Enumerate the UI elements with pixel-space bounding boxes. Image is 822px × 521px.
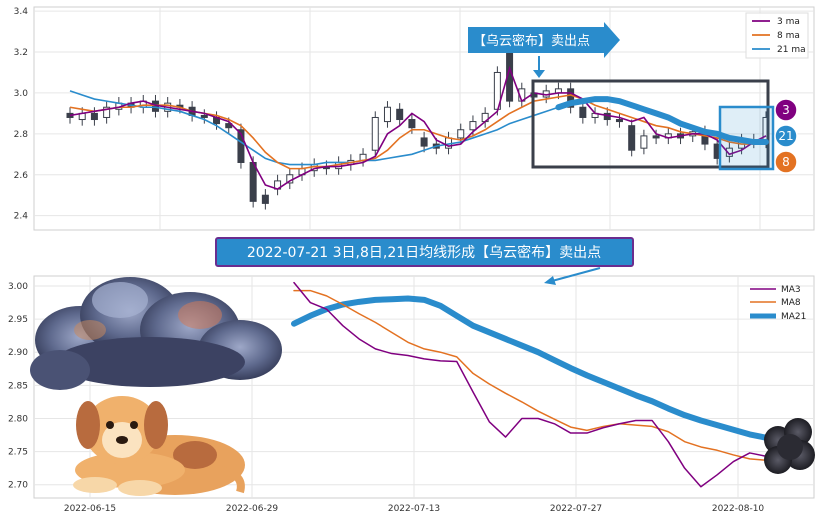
candle-up bbox=[640, 135, 648, 149]
candle-down bbox=[615, 119, 623, 123]
candle-up bbox=[469, 121, 477, 131]
top-ytick-label: 2.8 bbox=[14, 130, 29, 140]
storm-cloud-icon bbox=[30, 277, 282, 390]
bottom-legend: MA3 MA8 MA21 bbox=[750, 285, 806, 322]
candle-down bbox=[652, 135, 660, 139]
thick-ma21-highlight bbox=[555, 96, 769, 146]
candle-down bbox=[237, 129, 245, 163]
bottom-ma3-line bbox=[293, 281, 767, 488]
candle-up bbox=[725, 147, 733, 157]
candle-down bbox=[420, 137, 428, 147]
badge-3-label: 3 bbox=[782, 103, 790, 117]
candle-up bbox=[371, 116, 379, 151]
legend-label-ma8: MA8 bbox=[781, 298, 801, 308]
bottom-xtick-label: 2022-07-13 bbox=[388, 504, 440, 514]
top-legend: 3 ma 8 ma 21 ma bbox=[745, 12, 809, 59]
top-ytick-label: 3.0 bbox=[14, 89, 29, 99]
bottom-xtick-label: 2022-08-10 bbox=[712, 504, 765, 514]
legend-label-3ma: 3 ma bbox=[777, 17, 800, 27]
candle-down bbox=[249, 161, 257, 202]
candle-down bbox=[200, 114, 208, 118]
legend-label-ma3: MA3 bbox=[781, 285, 801, 295]
top-ytick-label: 2.4 bbox=[14, 212, 29, 222]
bottom-ytick-label: 2.85 bbox=[8, 381, 28, 391]
candle-up bbox=[103, 106, 111, 118]
badge-8-label: 8 bbox=[782, 155, 790, 169]
bottom-ma8-line bbox=[293, 289, 767, 461]
candle-down bbox=[579, 106, 587, 118]
title-pointer bbox=[551, 267, 601, 282]
legend-label-8ma: 8 ma bbox=[777, 31, 800, 41]
badge-8 bbox=[774, 150, 798, 174]
top-ytick-label: 2.6 bbox=[14, 171, 29, 181]
bottom-ytick-label: 2.75 bbox=[8, 448, 28, 458]
bottom-ma21-line bbox=[291, 295, 769, 441]
badge-3 bbox=[774, 98, 798, 122]
title-banner bbox=[215, 237, 634, 267]
bottom-ytick-label: 2.95 bbox=[8, 315, 28, 325]
ma8-line bbox=[69, 94, 767, 170]
candle-down bbox=[628, 125, 636, 151]
bottom-xtick-label: 2022-06-15 bbox=[64, 504, 116, 514]
bottom-ma-lines bbox=[291, 281, 769, 488]
sell-point-callout: 【乌云密布】卖出点 bbox=[473, 33, 590, 49]
legend-label-21ma: 21 ma bbox=[777, 45, 806, 55]
bottom-ytick-label: 2.70 bbox=[8, 481, 28, 491]
bottom-ytick-label: 2.80 bbox=[8, 414, 28, 424]
candle-up bbox=[383, 106, 391, 123]
top-y-axis: 2.4 2.6 2.8 3.0 3.2 3.4 bbox=[14, 7, 29, 222]
legend-label-ma21: MA21 bbox=[781, 312, 806, 322]
ma3-line bbox=[69, 65, 767, 190]
cloud-cover-box bbox=[531, 79, 770, 169]
chart-title: 2022-07-21 3日,8日,21日均线形成【乌云密布】卖出点 bbox=[247, 244, 601, 261]
callout-pointer-head bbox=[533, 70, 545, 78]
title-pointer-head bbox=[544, 276, 556, 285]
top-ytick-label: 3.4 bbox=[14, 7, 29, 17]
bottom-ytick-label: 2.90 bbox=[8, 348, 28, 358]
candle-down bbox=[408, 119, 416, 129]
badge-21 bbox=[774, 124, 798, 148]
top-ytick-label: 3.2 bbox=[14, 48, 28, 58]
bottom-ytick-label: 3.00 bbox=[8, 282, 28, 292]
candle-down bbox=[567, 88, 575, 108]
bottom-y-axis: 2.70 2.75 2.80 2.85 2.90 2.95 3.00 bbox=[8, 282, 28, 491]
dog-illustration-icon bbox=[73, 396, 245, 496]
candle-down bbox=[396, 108, 404, 121]
badge-21-label: 21 bbox=[778, 129, 793, 143]
top-grid bbox=[34, 7, 814, 230]
ma21-thick-segment bbox=[555, 96, 769, 146]
candle-down bbox=[90, 112, 98, 121]
sell-point-callout-shape bbox=[468, 22, 620, 58]
top-plot-area bbox=[33, 6, 815, 231]
dark-cloud-icon bbox=[764, 418, 815, 474]
bottom-xtick-label: 2022-06-29 bbox=[226, 504, 279, 514]
bottom-x-axis: 2022-06-15 2022-06-29 2022-07-13 2022-07-27… bbox=[64, 504, 765, 514]
candle-up bbox=[457, 129, 465, 139]
candle-down bbox=[261, 194, 269, 204]
bottom-xtick-label: 2022-07-27 bbox=[550, 504, 602, 514]
